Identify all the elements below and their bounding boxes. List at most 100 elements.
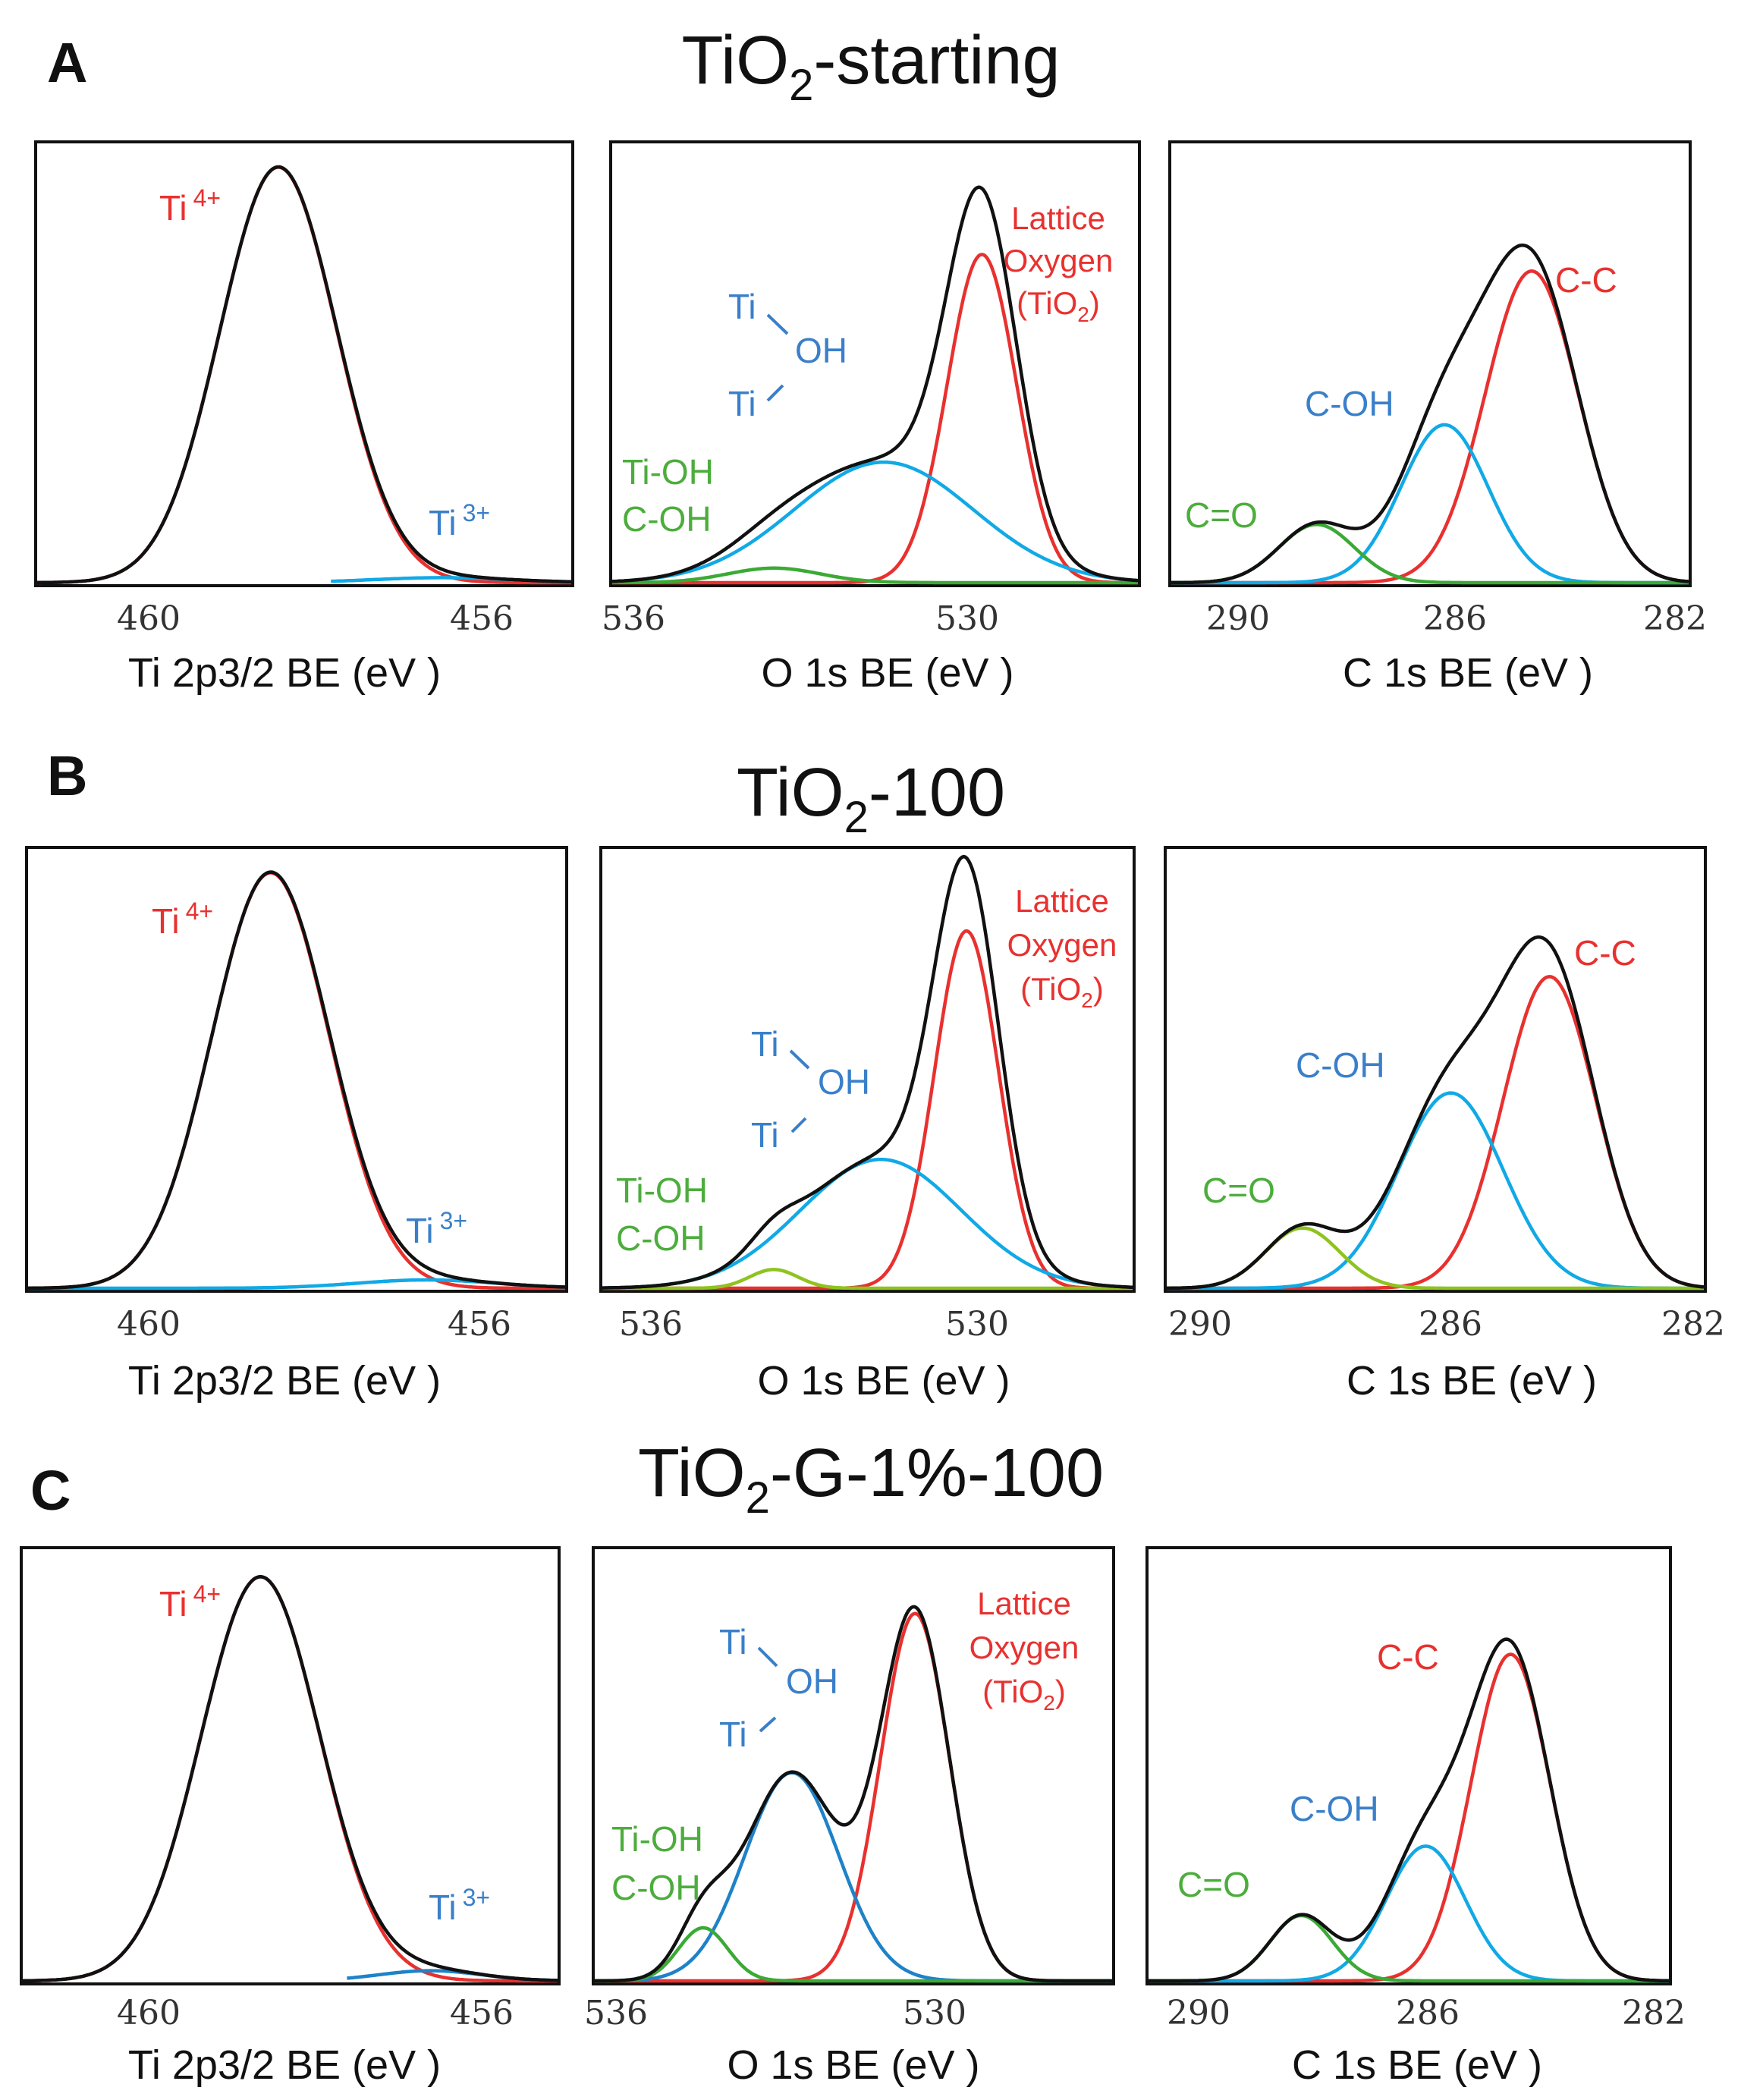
label-ti3: Ti 3+ — [406, 1207, 467, 1250]
plot-frame — [34, 140, 574, 587]
series-c-c-curve — [1148, 1652, 1670, 1983]
label-c-c: C-C — [1377, 1637, 1439, 1677]
label-c-o: C=O — [1202, 1171, 1275, 1210]
chart-c-ti: 460 456 Ti 2p3/2 BE (eV ) Ti 4+ Ti 3+ — [20, 1546, 561, 2088]
series-ti-oh-c-oh-curve — [611, 566, 1139, 585]
x-tick-460: 460 — [117, 599, 181, 638]
series-ti-4--curve — [22, 1575, 558, 1983]
plot-frame — [20, 1546, 561, 1985]
x-tick-290: 290 — [1206, 599, 1270, 638]
x-axis-label: C 1s BE (eV ) — [1292, 2042, 1542, 2088]
svg-text:(TiO2): (TiO2) — [1020, 971, 1104, 1012]
x-axis-label: Ti 2p3/2 BE (eV ) — [128, 650, 441, 696]
curve-group — [27, 870, 566, 1290]
plot-frame — [1145, 1546, 1672, 1985]
curve-group — [611, 185, 1139, 585]
series-envelope-curve — [22, 1574, 558, 1983]
row-b: B TiO2-100 460 456 Ti 2p3/2 BE (eV ) Ti 4… — [25, 744, 1725, 1404]
panel-letter-a: A — [47, 31, 87, 94]
plot-frame — [609, 140, 1141, 587]
label-lattice-oxygen: Lattice Oxygen (TiO2) — [1007, 883, 1117, 1012]
x-axis-label: O 1s BE (eV ) — [761, 650, 1013, 696]
svg-text:Ti-OH: Ti-OH — [616, 1171, 708, 1210]
svg-text:Ti-OH: Ti-OH — [611, 1819, 703, 1859]
label-lattice-oxygen: Lattice Oxygen (TiO2) — [1004, 200, 1114, 326]
svg-text:C-OH: C-OH — [622, 499, 712, 539]
series-ti-oh-c-oh-curve — [602, 1268, 1133, 1290]
plot-frame — [599, 846, 1136, 1293]
label-c-oh: C-OH — [1296, 1045, 1385, 1085]
series-envelope-curve — [27, 870, 566, 1290]
x-tick-530: 530 — [935, 599, 999, 638]
panel-letter-b: B — [47, 744, 87, 807]
label-c-oh: C-OH — [1305, 384, 1394, 423]
x-tick-460: 460 — [117, 1305, 181, 1344]
x-tick-456: 456 — [450, 1994, 514, 2032]
x-tick-290: 290 — [1168, 1305, 1232, 1344]
label-c-o: C=O — [1177, 1865, 1250, 1904]
curve-group — [1148, 1637, 1670, 1983]
series-c-o-curve — [1148, 1913, 1670, 1983]
plot-frame — [25, 846, 568, 1293]
label-ti-oh-ti: Ti OH Ti — [719, 1622, 838, 1754]
chart-a-ti: 460 456 Ti 2p3/2 BE (eV ) Ti 4+ Ti 3+ — [34, 140, 574, 696]
panel-letter-c: C — [30, 1459, 71, 1522]
label-c-oh: C-OH — [1290, 1789, 1379, 1828]
series-envelope-curve — [1171, 243, 1689, 585]
svg-text:(TiO2): (TiO2) — [1017, 285, 1100, 326]
label-tioh-coh: Ti-OH C-OH — [611, 1819, 703, 1907]
chart-c-o: 536 530 O 1s BE (eV ) Lattice Oxygen (Ti… — [584, 1546, 1115, 2088]
chart-b-o: 536 530 O 1s BE (eV ) Lattice Oxygen (Ti… — [599, 846, 1136, 1404]
x-axis-label: Ti 2p3/2 BE (eV ) — [128, 2042, 441, 2088]
svg-text:Ti: Ti — [719, 1715, 747, 1754]
series-envelope-curve — [611, 185, 1139, 583]
chart-b-c: 290 286 282 C 1s BE (eV ) C-C C-OH C=O — [1164, 846, 1725, 1404]
series-envelope-curve — [594, 1605, 1113, 1983]
row-b-title: TiO2-100 — [737, 755, 1005, 842]
row-a: A TiO2-starting 460 456 Ti 2p3/2 BE (eV … — [34, 23, 1707, 696]
x-tick-456: 456 — [450, 599, 514, 638]
x-tick-286: 286 — [1396, 1994, 1460, 2032]
curve-group — [1166, 935, 1705, 1290]
x-tick-282: 282 — [1622, 1994, 1686, 2032]
svg-text:Ti: Ti — [728, 384, 756, 423]
label-ti4: Ti 4+ — [159, 184, 221, 228]
plot-frame — [1168, 140, 1692, 587]
svg-text:C-OH: C-OH — [616, 1218, 706, 1258]
x-tick-530: 530 — [945, 1305, 1009, 1344]
svg-text:(TiO2): (TiO2) — [982, 1674, 1066, 1715]
svg-text:Ti: Ti — [751, 1115, 779, 1155]
series-lattice-oxygen-tio2--curve — [594, 1611, 1113, 1983]
svg-text:Ti: Ti — [728, 287, 756, 326]
x-tick-282: 282 — [1643, 599, 1707, 638]
x-tick-282: 282 — [1661, 1305, 1725, 1344]
curve-group — [602, 854, 1133, 1290]
svg-text:Ti: Ti — [719, 1622, 747, 1661]
plot-frame — [592, 1546, 1115, 1985]
label-lattice-oxygen: Lattice Oxygen (TiO2) — [969, 1586, 1079, 1715]
svg-text:OH: OH — [786, 1661, 838, 1701]
row-c: C TiO2-G-1%-100 460 456 Ti 2p3/2 BE (eV … — [20, 1435, 1686, 2088]
curve-group — [22, 1574, 558, 1983]
x-tick-536: 536 — [619, 1305, 683, 1344]
label-c-c: C-C — [1555, 260, 1617, 300]
label-tioh-coh: Ti-OH C-OH — [616, 1171, 708, 1258]
label-ti4: Ti 4+ — [159, 1580, 221, 1624]
chart-b-ti: 460 456 Ti 2p3/2 BE (eV ) Ti 4+ Ti 3+ — [25, 846, 568, 1404]
series-ti-oh-c-oh-curve — [594, 1926, 1113, 1983]
x-tick-460: 460 — [117, 1994, 181, 2032]
x-tick-290: 290 — [1167, 1994, 1230, 2032]
chart-c-c: 290 286 282 C 1s BE (eV ) C-C C-OH C=O — [1145, 1546, 1686, 2088]
label-ti3: Ti 3+ — [429, 1884, 490, 1927]
series-envelope-curve — [602, 854, 1133, 1290]
label-ti-oh-ti: Ti OH Ti — [751, 1024, 870, 1155]
curve-group — [36, 165, 572, 585]
x-tick-456: 456 — [448, 1305, 511, 1344]
svg-text:Oxygen: Oxygen — [1007, 927, 1117, 963]
svg-text:Oxygen: Oxygen — [1004, 243, 1114, 278]
svg-text:Oxygen: Oxygen — [969, 1630, 1079, 1665]
x-tick-286: 286 — [1423, 599, 1487, 638]
label-tioh-coh: Ti-OH C-OH — [622, 452, 714, 539]
series-ti-oh-ti-curve — [611, 460, 1139, 583]
